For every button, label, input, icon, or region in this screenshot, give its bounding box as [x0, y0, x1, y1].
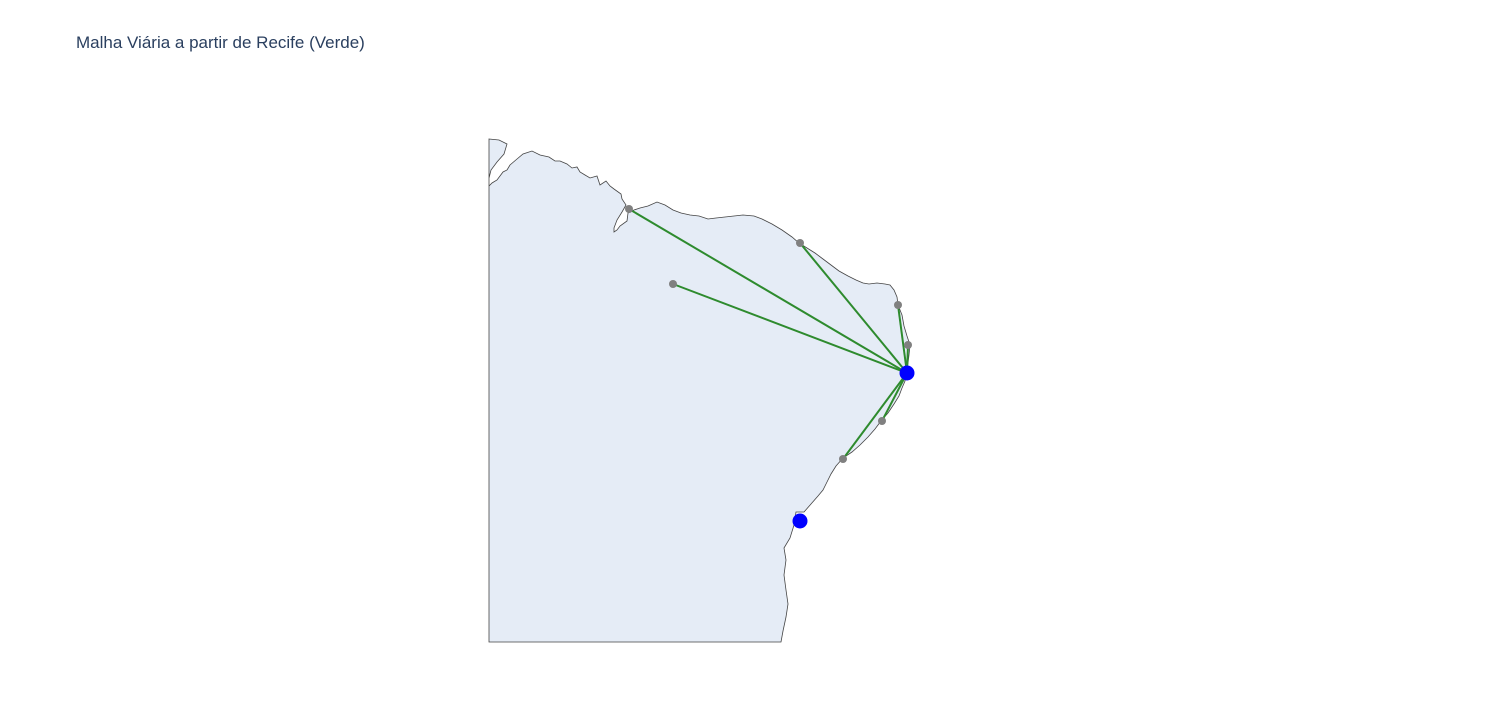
city-node[interactable] [904, 341, 912, 349]
route-line [897, 304, 908, 374]
routes-layer [628, 208, 909, 460]
route-line [842, 372, 908, 460]
city-node[interactable] [894, 301, 902, 309]
route-line [672, 283, 908, 374]
route-line [628, 208, 908, 374]
hub-marker[interactable] [792, 513, 808, 529]
land-layer [488, 138, 911, 643]
land-area [488, 138, 911, 643]
city-node[interactable] [839, 455, 847, 463]
map-title: Malha Viária a partir de Recife (Verde) [76, 33, 365, 52]
route-line [881, 372, 908, 422]
hub-marker-origin[interactable] [899, 365, 915, 381]
city-node[interactable] [878, 417, 886, 425]
route-line [799, 242, 908, 374]
city-node[interactable] [669, 280, 677, 288]
hubs-layer [792, 365, 915, 529]
nodes-layer [625, 205, 912, 463]
city-node[interactable] [625, 205, 633, 213]
city-node[interactable] [796, 239, 804, 247]
